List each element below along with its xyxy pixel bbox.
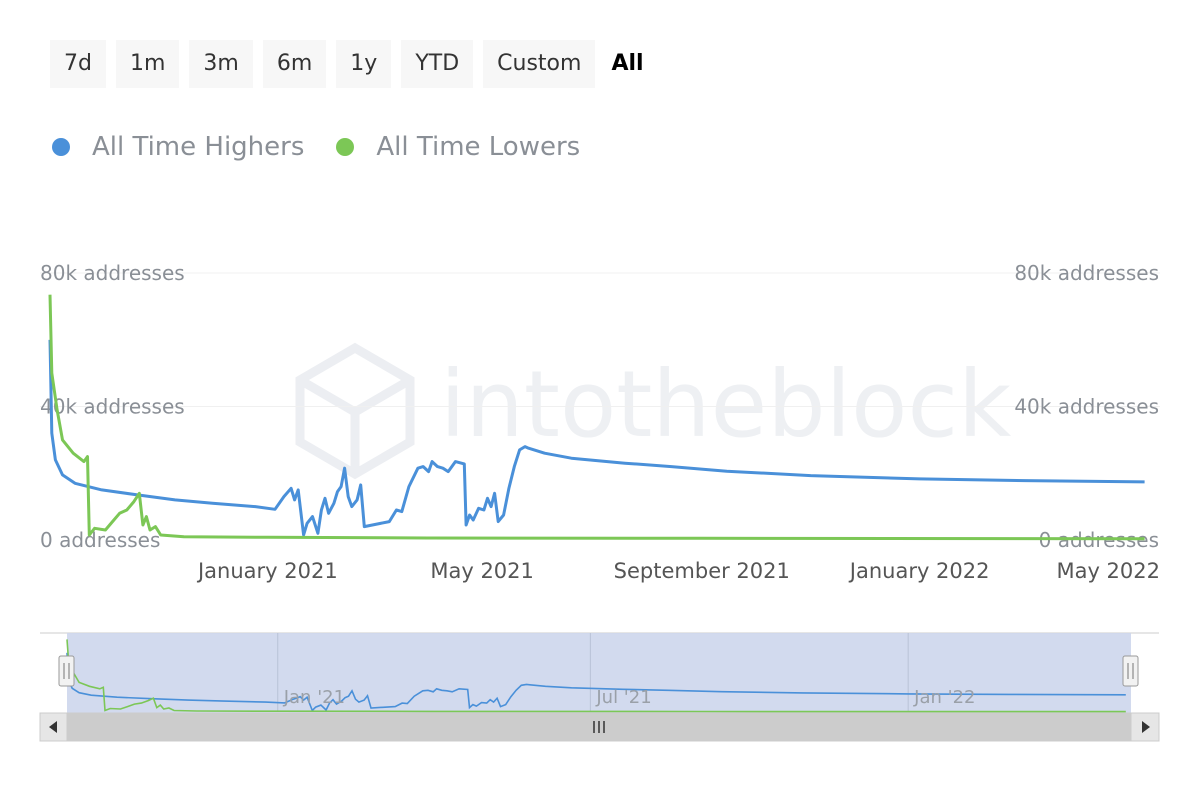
- arrow-left-icon: [49, 721, 57, 733]
- range-button-6m[interactable]: 6m: [262, 40, 327, 88]
- range-button-custom[interactable]: Custom: [483, 40, 596, 88]
- scrollbar[interactable]: [39, 712, 1160, 742]
- scroll-right-button[interactable]: [1130, 712, 1160, 742]
- legend-marker-highers: [52, 138, 70, 156]
- range-button-1m[interactable]: 1m: [115, 40, 180, 88]
- navigator-series-all-time-lowers: [66, 639, 1126, 713]
- navigator-labels: Jan '21 Jul '21 Jan '22: [283, 687, 976, 708]
- grid-lines: [40, 272, 1160, 541]
- legend-item-highers[interactable]: All Time Highers: [52, 132, 304, 162]
- navigator-tick-label: Jan '22: [913, 687, 975, 708]
- y-tick-label-left: 0 addresses: [40, 528, 160, 552]
- x-tick-label: May 2021: [430, 559, 534, 583]
- watermark: intotheblock: [295, 342, 1012, 480]
- series-layer: [48, 294, 1145, 541]
- navigator-series: [66, 639, 1126, 713]
- watermark-logo-icon: [295, 342, 415, 480]
- y-axis-left: 0 addresses 40k addresses 80k addresses: [40, 261, 185, 552]
- y-tick-label-left: 80k addresses: [40, 261, 185, 285]
- chart-legend: All Time Highers All Time Lowers: [52, 132, 580, 162]
- y-tick-label-right: 80k addresses: [1014, 261, 1159, 285]
- range-button-all[interactable]: All: [611, 51, 644, 76]
- navigator-tick-label: Jan '21: [283, 687, 345, 708]
- y-tick-label-left: 40k addresses: [40, 395, 185, 419]
- navigator-selection[interactable]: [67, 633, 1131, 713]
- navigator-tick-label: Jul '21: [595, 687, 651, 708]
- legend-marker-lowers: [336, 138, 355, 156]
- range-button-7d[interactable]: 7d: [50, 40, 106, 88]
- scroll-left-button[interactable]: [39, 712, 68, 742]
- x-tick-label: September 2021: [614, 559, 790, 583]
- x-tick-label: January 2021: [196, 559, 338, 583]
- x-tick-label: January 2022: [848, 559, 990, 583]
- navigator-series-all-time-highers: [66, 652, 1126, 712]
- range-selector: 7d 1m 3m 6m 1y YTD Custom All: [50, 40, 650, 88]
- arrow-right-icon: [1142, 721, 1150, 733]
- y-tick-label-right: 40k addresses: [1014, 395, 1159, 419]
- navigator: Jan '21 Jul '21 Jan '22: [40, 632, 1159, 713]
- navigator-grid: [277, 633, 909, 712]
- range-button-3m[interactable]: 3m: [189, 40, 253, 88]
- watermark-text: intotheblock: [440, 351, 1012, 458]
- legend-item-lowers[interactable]: All Time Lowers: [336, 132, 580, 162]
- x-tick-label: May 2022: [1056, 559, 1160, 583]
- range-button-ytd[interactable]: YTD: [401, 40, 474, 88]
- legend-label-highers: All Time Highers: [92, 132, 305, 162]
- navigator-handle-right[interactable]: [1122, 655, 1139, 687]
- legend-label-lowers: All Time Lowers: [376, 132, 581, 162]
- x-axis: January 2021 May 2021 September 2021 Januar…: [196, 559, 1160, 583]
- scrollbar-grip-icon: [593, 721, 605, 733]
- series-line-all-time-lowers[interactable]: [48, 294, 1145, 541]
- series-line-all-time-highers[interactable]: [48, 339, 1145, 537]
- range-button-1y[interactable]: 1y: [336, 40, 392, 88]
- navigator-handle-left[interactable]: [58, 655, 75, 687]
